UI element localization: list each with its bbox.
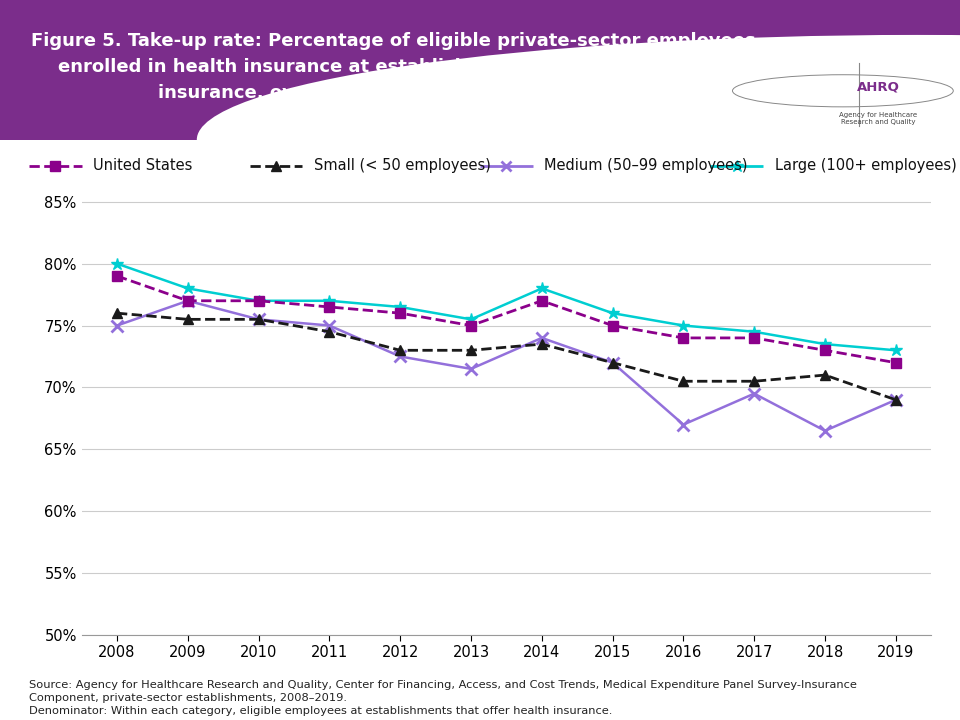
Text: Figure 5. Take-up rate: Percentage of eligible private-sector employees
enrolled: Figure 5. Take-up rate: Percentage of el…	[32, 32, 756, 102]
Text: AHRQ: AHRQ	[857, 80, 900, 93]
Text: Small (< 50 employees): Small (< 50 employees)	[314, 158, 491, 173]
Text: Source: Agency for Healthcare Research and Quality, Center for Financing, Access: Source: Agency for Healthcare Research a…	[29, 680, 856, 716]
Circle shape	[197, 35, 960, 244]
Text: United States: United States	[93, 158, 193, 173]
Text: Large (100+ employees): Large (100+ employees)	[775, 158, 956, 173]
Text: Agency for Healthcare
Research and Quality: Agency for Healthcare Research and Quali…	[839, 112, 918, 125]
Text: Medium (50–99 employees): Medium (50–99 employees)	[544, 158, 748, 173]
